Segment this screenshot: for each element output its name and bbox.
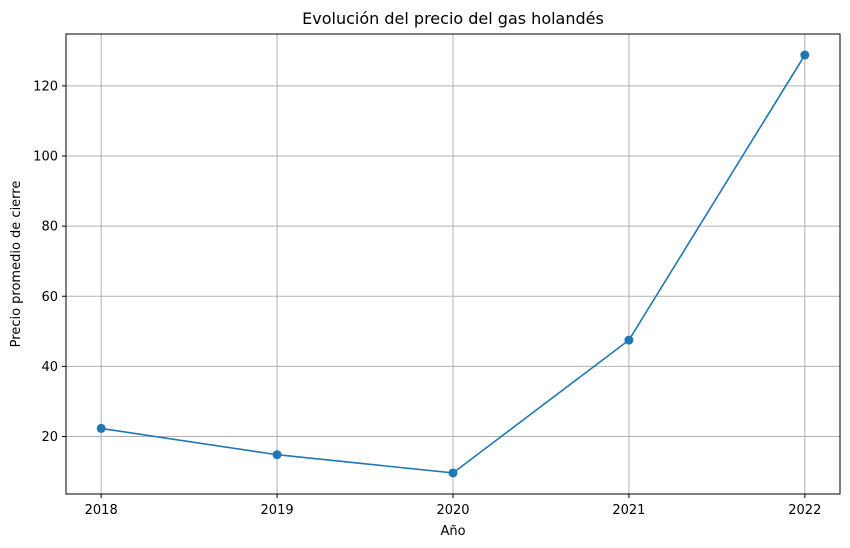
x-axis-ticks: 2018 2019 2020 2021 2022	[85, 494, 821, 518]
x-tick-label: 2018	[85, 503, 118, 518]
y-axis-ticks: 20 40 60 80 100 120	[33, 79, 66, 445]
y-tick-label: 120	[33, 79, 58, 94]
grid	[66, 34, 840, 494]
data-point	[624, 335, 634, 345]
chart-title: Evolución del precio del gas holandés	[302, 9, 604, 28]
y-axis-label: Precio promedio de cierre	[9, 181, 24, 348]
x-tick-label: 2020	[436, 503, 469, 518]
y-tick-label: 40	[41, 360, 58, 375]
y-tick-label: 80	[41, 220, 58, 235]
data-point	[448, 468, 458, 478]
series-layer	[96, 50, 810, 478]
x-axis-label: Año	[440, 524, 465, 539]
x-tick-label: 2021	[612, 503, 645, 518]
data-point	[800, 50, 810, 60]
data-point	[96, 423, 106, 433]
y-tick-label: 60	[41, 290, 58, 305]
y-tick-label: 20	[41, 430, 58, 445]
x-tick-label: 2019	[261, 503, 294, 518]
x-tick-label: 2022	[788, 503, 821, 518]
y-tick-label: 100	[33, 150, 58, 165]
data-point	[272, 450, 282, 460]
